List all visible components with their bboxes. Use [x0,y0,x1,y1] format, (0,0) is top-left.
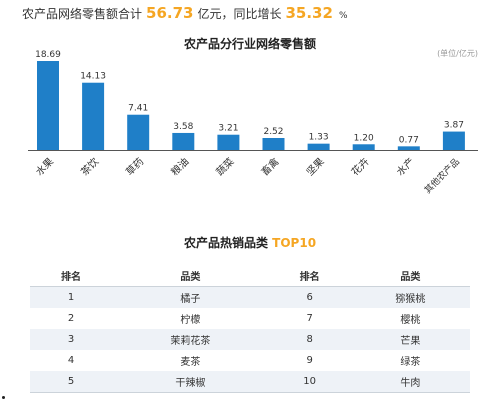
category-label: 其他农产品 [422,156,462,196]
table-cell: 干辣椒 [112,371,269,393]
column-header: 排名 [30,264,113,287]
table-cell: 绿茶 [400,357,421,368]
category-label: 草药 [124,156,147,179]
table-title: 农产品热销品类 TOP10 [0,234,500,251]
category-label: 水产 [394,155,417,178]
value-label: 14.13 [80,72,106,82]
value-label: 1.20 [354,133,374,143]
category-label: 粮油 [168,155,191,178]
value-label: 2.52 [263,127,283,137]
table-cell: 9 [306,355,313,366]
table-row: 5 干辣椒 10 牛肉 [30,371,470,393]
table-cell: 茉莉花茶 [112,329,269,350]
category-label: 畜禽 [258,155,281,178]
table-cell: 6 [268,286,351,308]
table-row: 2 柠檬 7 樱桃 [30,308,470,329]
headline-growth: 35.32 [285,4,333,22]
table-row: 3 茉莉花茶 8 芒果 [30,329,470,350]
table-cell: 麦茶 [180,357,201,368]
category-label: 蔬菜 [214,156,237,179]
bar [442,131,465,150]
value-label: 7.41 [128,104,148,114]
unit-note: (单位/亿元) [437,48,478,58]
bar [262,138,285,150]
category-label: 坚果 [304,156,327,179]
category-label: 花卉 [348,155,371,178]
table-cell: 柠檬 [180,315,201,326]
headline-growth-unit: % [338,11,348,21]
bullet-dot [2,396,5,399]
top10-table: 排名 品类 排名 品类 1 橘子 6 猕猴桃 2 柠檬 7 樱桃 3 茉莉花茶 … [30,264,470,393]
headline-total-unit: 亿元，同比增长 [197,7,282,21]
table-cell: 牛肉 [350,371,470,393]
headline-prefix: 农产品网络零售额合计 [22,7,143,21]
value-label: 3.21 [218,124,238,134]
table-cell: 樱桃 [400,315,421,326]
column-header: 品类 [350,264,470,287]
column-header: 排名 [268,264,351,287]
table-cell: 猕猴桃 [350,286,470,308]
bar [307,143,330,150]
bar [37,61,59,150]
bar [82,82,105,150]
table-title-highlight: TOP10 [272,236,317,250]
headline-total: 56.73 [146,4,194,22]
table-cell: 3 [30,329,113,350]
table-cell: 8 [268,329,351,350]
value-label: 3.87 [444,121,464,131]
value-label: 0.77 [399,135,419,145]
value-label: 18.69 [35,50,61,60]
table-cell: 1 [30,286,113,308]
bar-chart: 农产品分行业网络零售额 (单位/亿元) 18.69 水果 14.13 茶饮 7.41 草药 3.… [28,36,478,196]
table-cell: 2 [67,313,75,324]
table-cell: 7 [306,313,313,324]
table-cell: 芒果 [350,329,470,350]
table-row: 4 麦茶 9 绿茶 [30,350,470,371]
value-label: 3.58 [173,122,193,132]
category-label: 水果 [33,156,56,179]
bar [352,144,375,150]
bar [217,134,240,150]
headline: 农产品网络零售额合计 56.73 亿元，同比增长 35.32 % [22,4,348,26]
value-label: 1.33 [309,133,329,143]
bar [172,132,195,150]
table-row: 1 橘子 6 猕猴桃 [30,286,470,308]
table-cell: 橘子 [112,286,269,308]
chart-title: 农产品分行业网络零售额 [183,36,316,51]
table-header-row: 排名 品类 排名 品类 [30,264,470,287]
table-cell: 5 [30,371,113,393]
bar [127,114,150,150]
table-cell: 10 [268,371,351,393]
table-cell: 4 [67,355,75,366]
table-title-text: 农产品热销品类 [183,236,268,250]
bar [397,146,420,150]
category-label: 茶饮 [78,155,101,178]
column-header: 品类 [112,264,269,287]
